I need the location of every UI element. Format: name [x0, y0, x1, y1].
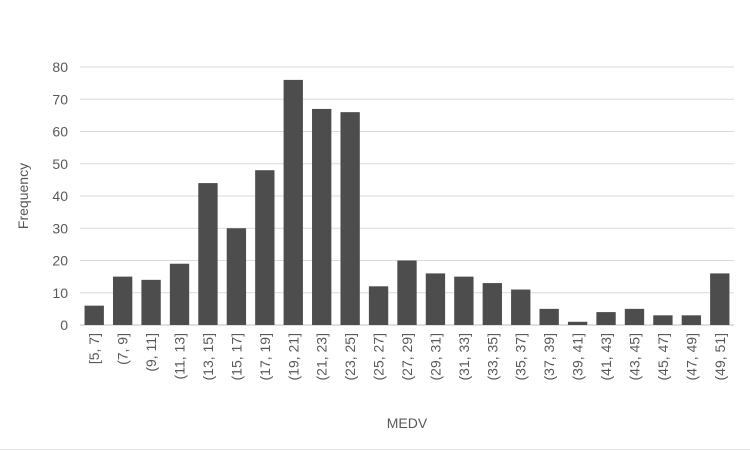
bar: [112, 276, 133, 325]
x-tick-label: (39, 41]: [570, 333, 586, 380]
x-tick-label: (9, 11]: [143, 333, 159, 372]
bar: [340, 112, 360, 326]
x-tick-label: (35, 37]: [513, 333, 529, 380]
x-tick-label: (7, 9]: [115, 333, 131, 365]
x-tick-label: (49, 51]: [712, 333, 728, 380]
y-axis-title: Frequency: [15, 163, 31, 229]
bar: [425, 273, 446, 325]
bars: [84, 79, 730, 326]
y-tick-label: 60: [52, 124, 68, 140]
bar: [84, 305, 104, 325]
x-tick-label: (29, 31]: [427, 333, 443, 380]
bar: [226, 228, 247, 325]
bar: [312, 108, 332, 325]
x-tick-label: (23, 25]: [342, 333, 358, 380]
y-tick-label: 40: [52, 188, 68, 204]
bar: [169, 263, 190, 325]
x-tick-label: (17, 19]: [257, 333, 273, 380]
x-tick-label: [5, 7]: [86, 333, 102, 364]
x-tick-label: (41, 43]: [598, 333, 614, 380]
x-tick-label: (45, 47]: [655, 333, 671, 380]
x-axis-title: MEDV: [387, 415, 428, 431]
x-tick-label: (13, 15]: [200, 333, 216, 380]
x-tick-label: (15, 17]: [228, 333, 244, 380]
x-tick-label: (25, 27]: [371, 333, 387, 380]
bar: [454, 276, 474, 325]
x-tick-label: (37, 39]: [541, 333, 557, 380]
y-axis-ticks: 0 10 20 30 40 50 60 70 80: [52, 59, 68, 333]
y-tick-label: 30: [52, 220, 68, 236]
x-tick-label: (43, 45]: [626, 333, 642, 380]
x-tick-label: (21, 23]: [314, 333, 330, 380]
x-tick-label: (11, 13]: [172, 333, 188, 379]
bar: [710, 273, 730, 325]
x-tick-label: (33, 35]: [484, 333, 500, 380]
bar: [141, 279, 161, 325]
x-axis-ticks: [5, 7] (7, 9] (9, 11] (11, 13] (13, 15] (15, …: [86, 333, 728, 380]
x-tick-label: (27, 29]: [399, 333, 415, 380]
bar: [681, 315, 702, 325]
y-tick-label: 20: [52, 253, 68, 269]
bar: [539, 308, 559, 325]
y-tick-label: 80: [52, 59, 68, 75]
y-tick-label: 10: [52, 285, 68, 301]
bar: [624, 308, 645, 325]
bar: [511, 289, 531, 325]
bar: [255, 170, 275, 325]
bar: [198, 183, 218, 325]
x-tick-label: (31, 33]: [456, 333, 472, 380]
x-tick-label: (47, 49]: [683, 333, 699, 380]
bar: [653, 315, 673, 325]
bar: [482, 283, 502, 325]
bar: [596, 312, 616, 325]
y-tick-label: 0: [60, 317, 68, 333]
x-tick-label: (19, 21]: [285, 333, 301, 380]
y-tick-label: 70: [52, 91, 68, 107]
bar: [368, 286, 389, 325]
bar: [567, 321, 588, 325]
bar: [397, 260, 417, 325]
bar: [283, 79, 303, 326]
y-tick-label: 50: [52, 156, 68, 172]
